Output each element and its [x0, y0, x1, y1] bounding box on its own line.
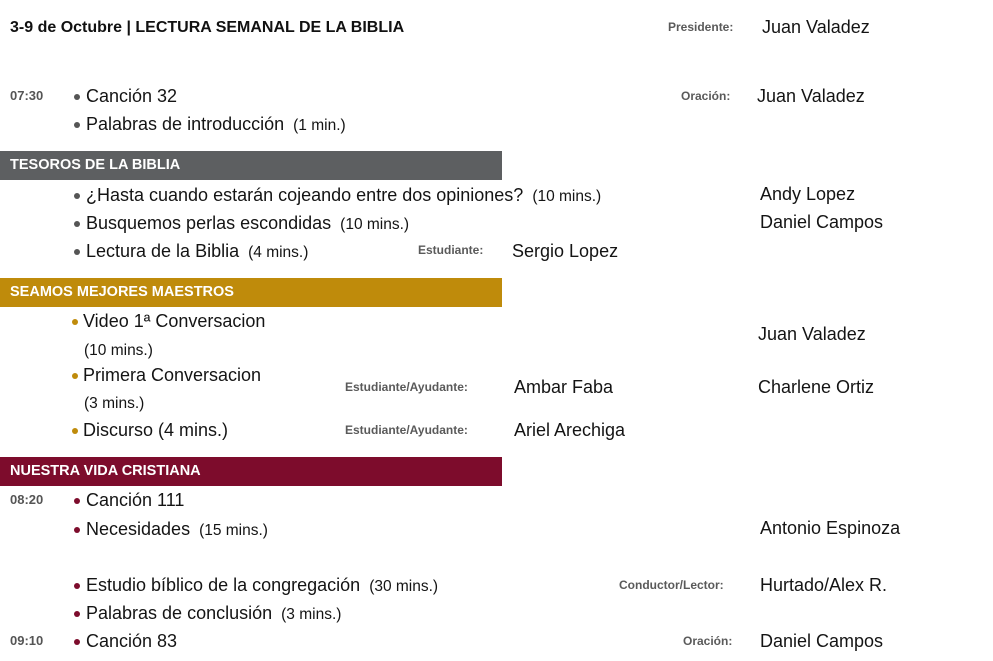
ministry-item-title: Primera Conversacion — [83, 365, 262, 385]
bullet-icon — [72, 373, 78, 379]
student-name: Ariel Arechiga — [514, 420, 626, 440]
treasures-item: Lectura de la Biblia (4 mins.) — [86, 240, 308, 264]
prayer-label: Oración: — [683, 634, 733, 648]
student-assistant-label: Estudiante/Ayudante: — [345, 380, 468, 394]
item-title: Palabras de conclusión — [86, 603, 273, 623]
living-item: Palabras de conclusión (3 mins.) — [86, 602, 341, 626]
student-assistant-label: Estudiante/Ayudante: — [345, 423, 468, 437]
start-time: 07:30 — [10, 88, 44, 103]
bullet-icon — [74, 193, 80, 199]
bullet-icon — [72, 428, 78, 434]
bullet-icon — [74, 221, 80, 227]
treasures-item: Busquemos perlas escondidas (10 mins.) — [86, 212, 409, 236]
item-duration: (4 mins.) — [248, 244, 309, 261]
assistant-name: Charlene Ortiz — [758, 377, 875, 397]
section-time: 08:20 — [10, 492, 44, 507]
ministry-item-duration: (10 mins.) — [84, 338, 153, 362]
assignee-name: Hurtado/Alex R. — [760, 575, 888, 595]
item-title: Discurso — [83, 420, 154, 440]
item-title: Necesidades — [86, 519, 191, 539]
assignee-name: Daniel Campos — [760, 212, 884, 232]
conductor-reader-label: Conductor/Lector: — [619, 578, 724, 592]
living-song: Canción 111 — [86, 490, 185, 510]
bullet-icon — [74, 498, 80, 504]
item-duration: (30 mins.) — [369, 578, 439, 595]
item-duration: (3 mins.) — [84, 395, 145, 412]
ministry-item-title: Video 1ª Conversacion — [83, 311, 266, 331]
section-header-living: NUESTRA VIDA CRISTIANA — [0, 457, 502, 486]
week-title: 3-9 de Octubre | LECTURA SEMANAL DE LA B… — [10, 19, 405, 36]
item-duration: (15 mins.) — [199, 522, 268, 539]
opening-song: Canción 32 — [86, 86, 178, 106]
item-duration: (1 min.) — [293, 117, 346, 134]
bullet-icon — [74, 639, 80, 645]
bullet-icon — [74, 611, 80, 617]
president-label: Presidente: — [668, 20, 734, 34]
item-title: Lectura de la Biblia — [86, 241, 240, 261]
bullet-icon — [72, 319, 78, 325]
item-title: Estudio bíblico de la congregación — [86, 575, 361, 595]
assignee-name: Juan Valadez — [758, 324, 866, 344]
living-item: Estudio bíblico de la congregación (30 mi… — [86, 574, 438, 598]
assignee-name: Andy Lopez — [760, 184, 856, 204]
student-name: Sergio Lopez — [512, 241, 619, 261]
bullet-icon — [74, 249, 80, 255]
section-header-treasures: TESOROS DE LA BIBLIA — [0, 151, 502, 180]
bullet-icon — [74, 94, 80, 100]
student-label: Estudiante: — [418, 243, 484, 257]
opening-prayer-name: Juan Valadez — [757, 86, 865, 106]
ministry-item: Discurso (4 mins.) — [83, 419, 228, 441]
item-duration: (4 mins.) — [158, 420, 229, 440]
student-name: Ambar Faba — [514, 377, 614, 397]
president-name: Juan Valadez — [762, 17, 870, 37]
item-duration: (10 mins.) — [532, 188, 602, 205]
item-duration: (10 mins.) — [340, 216, 410, 233]
treasures-item: ¿Hasta cuando estarán cojeando entre dos… — [86, 184, 601, 208]
assignee-name: Antonio Espinoza — [760, 518, 901, 538]
bullet-icon — [74, 527, 80, 533]
item-title: ¿Hasta cuando estarán cojeando entre dos… — [86, 185, 524, 205]
item-duration: (10 mins.) — [84, 342, 153, 359]
closing-time: 09:10 — [10, 633, 44, 648]
intro-item: Palabras de introducción (1 min.) — [86, 113, 346, 137]
closing-song: Canción 83 — [86, 631, 178, 651]
item-title: Busquemos perlas escondidas — [86, 213, 332, 233]
bullet-icon — [74, 583, 80, 589]
ministry-item-duration: (3 mins.) — [84, 391, 144, 415]
item-duration: (3 mins.) — [281, 606, 342, 623]
section-header-ministry: SEAMOS MEJORES MAESTROS — [0, 278, 502, 307]
item-title: Palabras de introducción — [86, 114, 285, 134]
bullet-icon — [74, 122, 80, 128]
closing-prayer-name: Daniel Campos — [760, 631, 884, 651]
prayer-label: Oración: — [681, 89, 731, 103]
living-item: Necesidades (15 mins.) — [86, 518, 268, 542]
